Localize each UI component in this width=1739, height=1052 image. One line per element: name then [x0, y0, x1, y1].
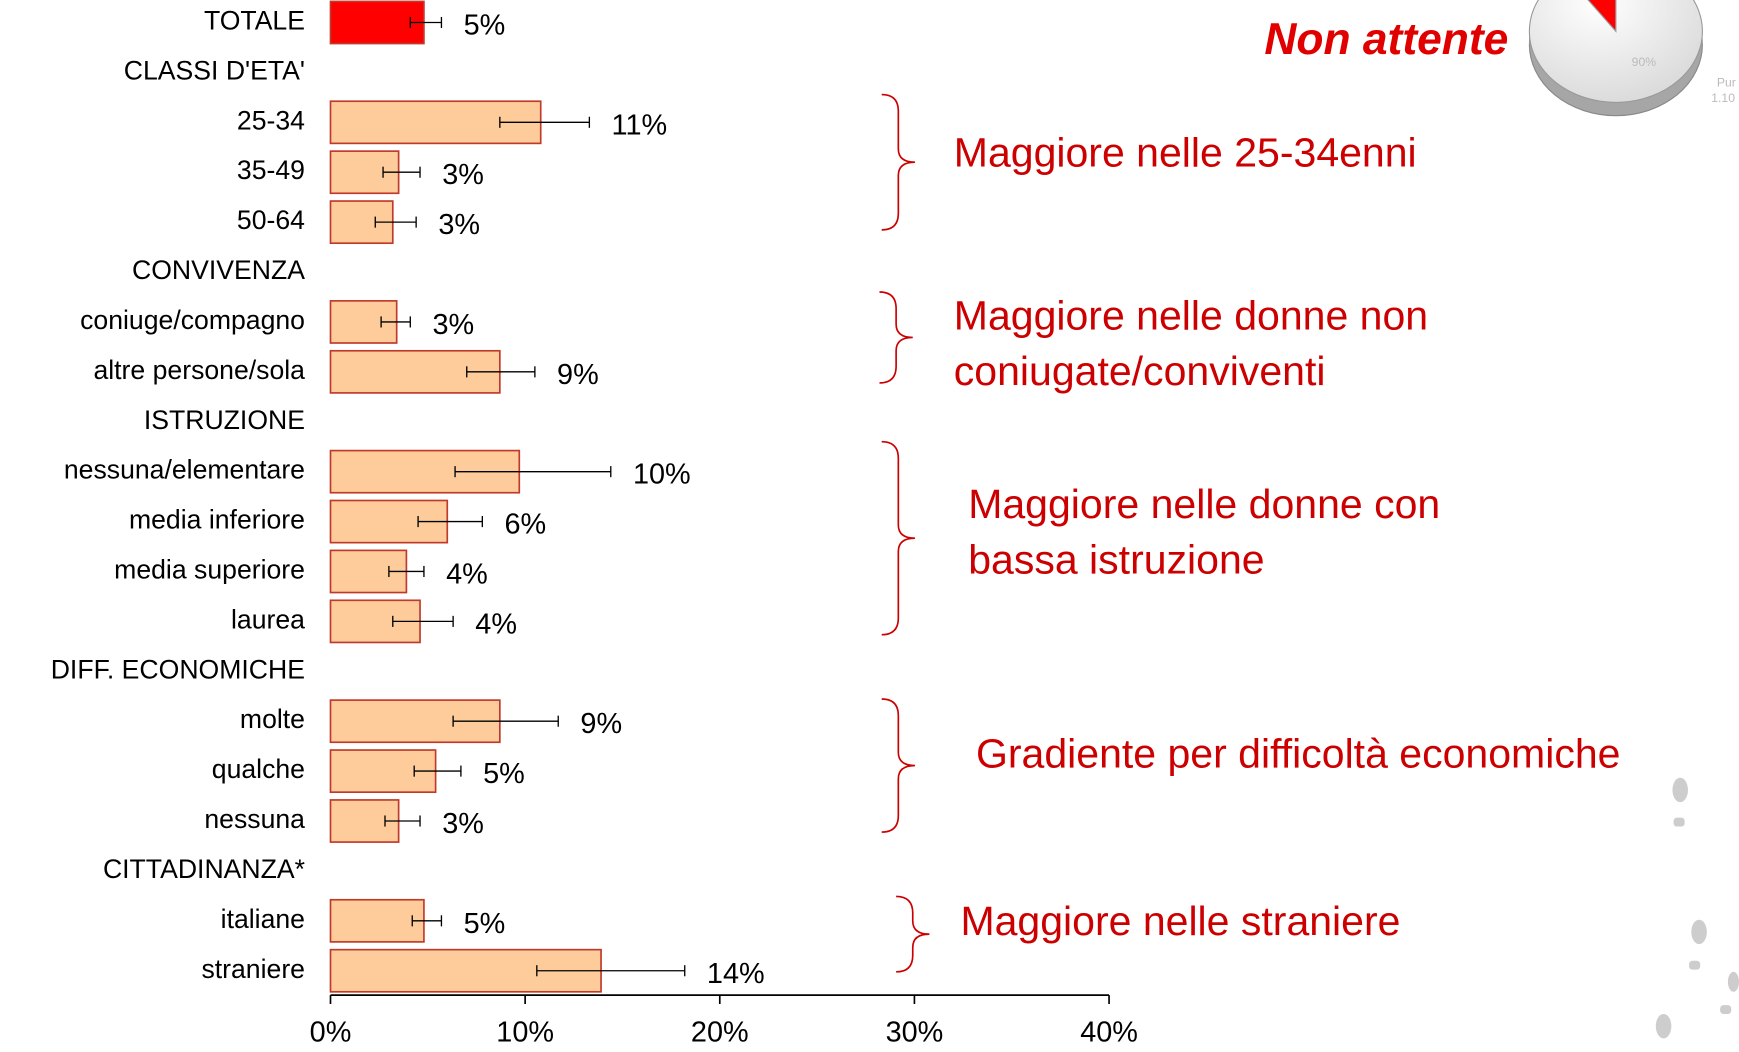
category-label: coniuge/compagno [80, 305, 305, 335]
value-label: 5% [464, 908, 506, 940]
value-label: 3% [438, 209, 480, 241]
error-bar [536, 965, 686, 977]
value-label: 14% [707, 958, 765, 990]
x-tick-label: 20% [691, 1017, 749, 1049]
annotation: Gradiente per difficoltà economiche [976, 731, 1620, 777]
brace [881, 440, 915, 636]
value-label: 5% [464, 10, 506, 42]
category-label: qualche [212, 754, 305, 784]
error-bar [411, 915, 443, 927]
pie-note: 1.10 [1711, 91, 1735, 105]
error-bar [374, 216, 417, 228]
value-label: 9% [580, 708, 622, 740]
annotation: Maggiore nelle straniere [960, 898, 1400, 944]
category-label: molte [240, 704, 305, 734]
annotation: bassa istruzione [968, 536, 1264, 582]
category-label: 25-34 [237, 105, 305, 135]
category-label: altre persone/sola [93, 355, 305, 385]
error-bar [392, 615, 454, 627]
error-bar [452, 715, 559, 727]
category-label: 50-64 [237, 205, 305, 235]
category-label: italiane [221, 904, 305, 934]
x-tick-label: 0% [310, 1017, 352, 1049]
category-label: straniere [201, 954, 305, 984]
category-label: nessuna/elementare [64, 455, 305, 485]
category-label: DIFF. ECONOMICHE [51, 654, 305, 684]
category-label: media superiore [114, 555, 305, 585]
error-bar [382, 166, 421, 178]
x-tick-label: 10% [496, 1017, 554, 1049]
value-label: 4% [475, 608, 517, 640]
value-label: 3% [432, 309, 474, 341]
error-bar [466, 366, 536, 378]
value-label: 5% [483, 758, 525, 790]
error-bar [499, 116, 591, 128]
x-tick-label: 40% [1080, 1017, 1138, 1049]
error-bar [380, 316, 411, 328]
category-label: ISTRUZIONE [144, 405, 305, 435]
error-bar [413, 765, 462, 777]
footprints [1655, 777, 1739, 1039]
value-label: 11% [612, 109, 668, 141]
brace [881, 698, 915, 833]
category-label: TOTALE [204, 6, 305, 36]
value-label: 3% [442, 159, 484, 191]
pie-note: Pur [1717, 76, 1736, 90]
value-label: 9% [557, 359, 599, 391]
category-label: CITTADINANZA* [103, 854, 305, 884]
bar [329, 898, 425, 943]
category-label: CLASSI D'ETA' [124, 55, 305, 85]
category-label: laurea [231, 604, 305, 634]
pie-slice [1528, 0, 1703, 103]
category-label: nessuna [204, 804, 305, 834]
annotation: Maggiore nelle donne con [968, 481, 1440, 527]
annotation: coniugate/conviventi [954, 348, 1326, 394]
error-bar [409, 16, 443, 29]
value-label: 6% [504, 509, 546, 541]
error-bar [388, 565, 425, 578]
brace [896, 895, 930, 973]
pie-label: 90% [1632, 55, 1657, 69]
annotation: Maggiore nelle 25-34enni [954, 129, 1417, 175]
value-label: 4% [446, 559, 488, 591]
pie-slice [1587, 0, 1617, 33]
value-label: 3% [442, 808, 484, 840]
error-bar [417, 516, 483, 528]
category-label: media inferiore [129, 505, 305, 535]
category-label: 35-49 [237, 155, 305, 185]
error-bar [384, 815, 421, 827]
x-tick-label: 30% [886, 1017, 944, 1049]
brace [879, 291, 913, 384]
category-label: CONVIVENZA [132, 255, 305, 285]
brace [881, 93, 915, 231]
chart-title: Non attente [1264, 15, 1508, 64]
annotation: Maggiore nelle donne non [954, 292, 1428, 338]
bar [329, 0, 425, 45]
error-bar [454, 466, 612, 478]
value-label: 10% [633, 459, 691, 491]
